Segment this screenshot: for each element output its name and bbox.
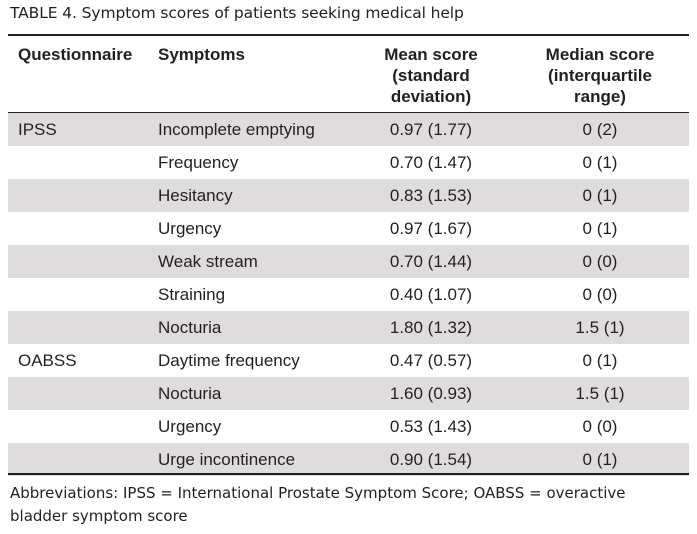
top-rule	[8, 34, 689, 36]
cell-median: 1.5 (1)	[575, 384, 625, 403]
table-row: Nocturia 1.60 (0.93) 1.5 (1)	[8, 377, 689, 410]
cell-questionnaire: OABSS	[18, 351, 77, 370]
header-mean-score: Mean score (standard deviation)	[356, 44, 506, 107]
header-mean-line: Mean score	[384, 45, 478, 64]
cell-mean: 0.97 (1.77)	[389, 120, 473, 139]
table-row: Hesitancy 0.83 (1.53) 0 (1)	[8, 179, 689, 212]
cell-symptom: Urgency	[158, 219, 222, 238]
header-mean-line: deviation)	[390, 87, 472, 106]
cell-symptom: Weak stream	[158, 252, 258, 271]
table-body: IPSS Incomplete emptying 0.97 (1.77) 0 (…	[8, 113, 689, 476]
header-median-score: Median score (interquartile range)	[526, 44, 674, 107]
cell-symptom: Nocturia	[158, 384, 222, 403]
cell-median: 0 (1)	[582, 450, 618, 469]
table-row: Nocturia 1.80 (1.32) 1.5 (1)	[8, 311, 689, 344]
cell-median: 0 (1)	[582, 186, 618, 205]
cell-median: 0 (0)	[582, 252, 618, 271]
table-footnote: Abbreviations: IPSS = International Pros…	[10, 484, 626, 525]
cell-mean: 0.90 (1.54)	[389, 450, 473, 469]
cell-mean: 1.60 (0.93)	[389, 384, 473, 403]
cell-symptom: Urgency	[158, 417, 222, 436]
cell-mean: 0.70 (1.47)	[389, 153, 473, 172]
cell-median: 1.5 (1)	[575, 318, 625, 337]
header-median-line: range)	[574, 87, 626, 106]
cell-symptom: Nocturia	[158, 318, 222, 337]
table-row: OABSS Daytime frequency 0.47 (0.57) 0 (1…	[8, 344, 689, 377]
cell-symptom: Daytime frequency	[158, 351, 300, 370]
header-median-line: (interquartile	[548, 66, 652, 85]
cell-symptom: Hesitancy	[158, 186, 233, 205]
bottom-rule	[8, 473, 689, 475]
cell-symptom: Straining	[158, 285, 226, 304]
table-row: Urgency 0.53 (1.43) 0 (0)	[8, 410, 689, 443]
table-row: Straining 0.40 (1.07) 0 (0)	[8, 278, 689, 311]
header-mean-line: (standard	[392, 66, 470, 85]
cell-symptom: Urge incontinence	[158, 450, 296, 469]
table-row: Weak stream 0.70 (1.44) 0 (0)	[8, 245, 689, 278]
cell-mean: 0.97 (1.67)	[389, 219, 473, 238]
cell-symptom: Incomplete emptying	[158, 120, 315, 139]
cell-mean: 0.40 (1.07)	[389, 285, 473, 304]
cell-median: 0 (1)	[582, 153, 618, 172]
cell-mean: 0.83 (1.53)	[389, 186, 473, 205]
cell-median: 0 (1)	[582, 219, 618, 238]
cell-mean: 0.53 (1.43)	[389, 417, 473, 436]
cell-mean: 0.70 (1.44)	[389, 252, 473, 271]
header-rule	[8, 112, 689, 114]
cell-mean: 1.80 (1.32)	[389, 318, 473, 337]
cell-questionnaire: IPSS	[18, 120, 57, 139]
cell-symptom: Frequency	[158, 153, 239, 172]
table-row: Urgency 0.97 (1.67) 0 (1)	[8, 212, 689, 245]
cell-median: 0 (0)	[582, 285, 618, 304]
cell-median: 0 (2)	[582, 120, 618, 139]
header-questionnaire: Questionnaire	[18, 45, 133, 64]
table-row: Frequency 0.70 (1.47) 0 (1)	[8, 146, 689, 179]
table-row: IPSS Incomplete emptying 0.97 (1.77) 0 (…	[8, 113, 689, 146]
table-row: Urge incontinence 0.90 (1.54) 0 (1)	[8, 443, 689, 476]
cell-median: 0 (0)	[582, 417, 618, 436]
cell-median: 0 (1)	[582, 351, 618, 370]
table-title: TABLE 4. Symptom scores of patients seek…	[10, 4, 464, 22]
header-symptoms: Symptoms	[158, 45, 245, 64]
cell-mean: 0.47 (0.57)	[389, 351, 473, 370]
header-median-line: Median score	[545, 45, 655, 64]
